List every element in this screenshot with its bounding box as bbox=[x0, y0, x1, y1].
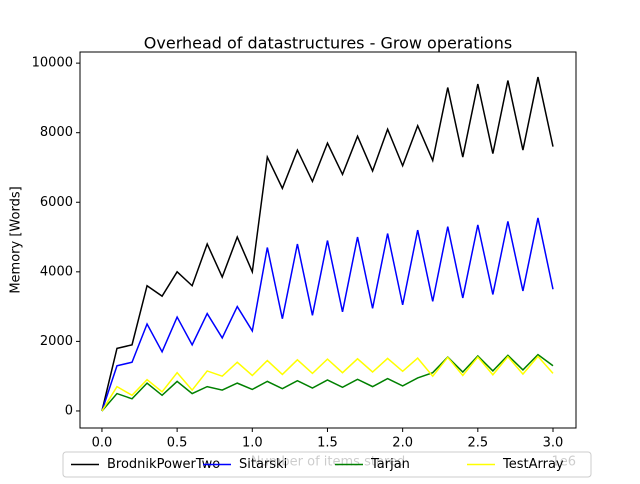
y-tick-label: 2000 bbox=[40, 334, 73, 349]
legend: BrodnikPowerTwo Sitarski Tarjan TestArray bbox=[62, 451, 592, 478]
series-line bbox=[101, 355, 554, 412]
legend-label: TestArray bbox=[502, 457, 564, 472]
legend-box bbox=[62, 451, 592, 478]
chart-title: Overhead of datastructures - Grow operat… bbox=[144, 34, 512, 53]
series-line bbox=[101, 76, 554, 412]
y-tick-label: 4000 bbox=[40, 264, 73, 279]
y-tick-label: 0 bbox=[65, 403, 73, 418]
y-axis-label: Memory [Words] bbox=[9, 186, 24, 293]
x-tick-label: 3.0 bbox=[543, 436, 564, 451]
plot-area: 0 2000 4000 6000 8000 10000 0.0 0.5 1.0 1.5 2.0 2.5… bbox=[32, 51, 577, 451]
series-line bbox=[101, 217, 554, 412]
legend-label: Sitarski bbox=[239, 457, 287, 472]
x-tick-label: 2.5 bbox=[467, 436, 488, 451]
x-tick-label: 0.0 bbox=[92, 436, 113, 451]
y-tick-label: 8000 bbox=[40, 125, 73, 140]
x-tick-label: 2.0 bbox=[392, 436, 413, 451]
legend-label: Tarjan bbox=[370, 457, 410, 472]
x-tick-label: 0.5 bbox=[167, 436, 188, 451]
axes-frame bbox=[79, 51, 577, 429]
x-tick-label: 1.0 bbox=[242, 436, 263, 451]
legend-label: BrodnikPowerTwo bbox=[107, 457, 220, 472]
y-tick-label: 6000 bbox=[40, 195, 73, 210]
x-tick-label: 1.5 bbox=[317, 436, 338, 451]
y-tick-label: 10000 bbox=[32, 56, 73, 71]
